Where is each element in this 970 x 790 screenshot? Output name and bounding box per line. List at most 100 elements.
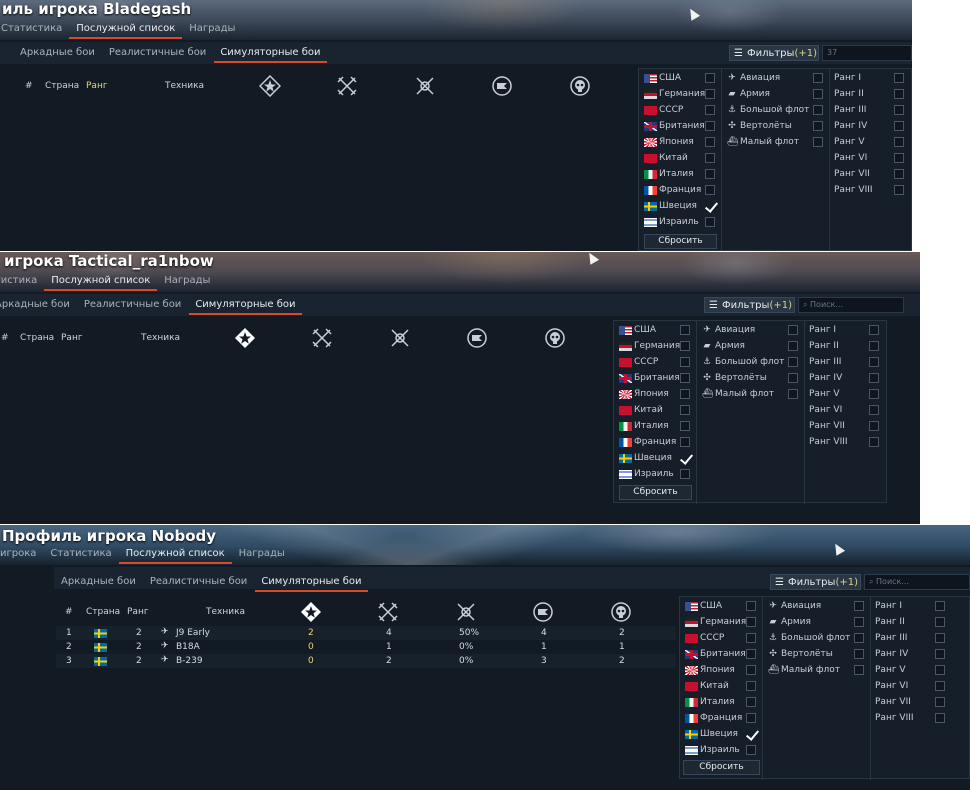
rank-filter-1[interactable]: Ранг I [809,322,883,338]
tab-realistic[interactable]: Реалистичные бои [83,299,182,310]
type-checkbox[interactable] [854,617,864,627]
rank-filter-2[interactable]: Ранг II [809,338,883,354]
type-filter-helicopter[interactable]: ✣ Вертолёты [727,118,827,134]
country-filter-ussr[interactable]: СССР [644,102,720,118]
type-checkbox[interactable] [788,389,798,399]
type-checkbox[interactable] [788,357,798,367]
tab-arcade[interactable]: Аркадные бои [20,47,95,58]
flag-circle-icon[interactable] [532,601,554,623]
tab-awards[interactable]: Награды [238,548,285,559]
type-filter-boat[interactable]: ⛴ Малый флот [702,386,802,402]
country-checkbox[interactable] [705,121,715,131]
tab-realistic[interactable]: Реалистичные бои [149,576,248,587]
rank-checkbox[interactable] [894,153,904,163]
tab-arcade[interactable]: Аркадные бои [0,299,70,310]
vehicle-name[interactable]: J9 Early [176,628,210,638]
rank-checkbox[interactable] [894,185,904,195]
country-filter-isr[interactable]: Израиль [644,214,720,230]
col-vehicle[interactable]: Техника [141,333,181,343]
type-filter-ship[interactable]: ⚓ Большой флот [768,630,868,646]
crossed-swords-icon[interactable] [336,75,358,97]
country-checkbox[interactable] [680,437,690,447]
tab-service-record[interactable]: Послужной список [118,546,232,564]
type-checkbox[interactable] [813,137,823,147]
flag-circle-icon[interactable] [491,75,513,97]
rank-checkbox[interactable] [894,121,904,131]
vehicle-name[interactable]: B-239 [176,656,203,666]
country-checkbox[interactable] [705,137,715,147]
country-filter-swe[interactable]: Швеция [685,726,761,742]
rank-checkbox[interactable] [935,713,945,723]
country-checkbox[interactable] [705,89,715,99]
type-checkbox[interactable] [813,105,823,115]
country-filter-uk[interactable]: Британия [685,646,761,662]
country-filter-chi[interactable]: Китай [619,402,695,418]
rank-filter-3[interactable]: Ранг III [809,354,883,370]
type-checkbox[interactable] [813,89,823,99]
tab-service-record[interactable]: Послужной список [69,21,183,39]
rank-filter-6[interactable]: Ранг VI [809,402,883,418]
rank-filter-4[interactable]: Ранг IV [809,370,883,386]
rank-filter-3[interactable]: Ранг III [834,102,908,118]
rank-checkbox[interactable] [935,617,945,627]
country-checkbox[interactable] [680,325,690,335]
country-filter-swe[interactable]: Швеция [619,450,695,466]
country-checkbox[interactable] [680,341,690,351]
rank-checkbox[interactable] [935,601,945,611]
rank-filter-6[interactable]: Ранг VI [834,150,908,166]
rank-checkbox[interactable] [935,649,945,659]
reset-filters-button[interactable]: Сбросить [619,485,692,500]
rank-filter-8[interactable]: Ранг VIII [809,434,883,450]
vehicle-name[interactable]: B18A [176,642,200,652]
country-filter-usa[interactable]: США [644,70,720,86]
rank-filter-7[interactable]: Ранг VII [875,694,949,710]
reset-filters-button[interactable]: Сбросить [683,760,760,775]
type-checkbox[interactable] [854,601,864,611]
filters-button[interactable]: ☰ Фильтры (+1) [770,574,861,590]
rank-filter-7[interactable]: Ранг VII [834,166,908,182]
country-checkbox[interactable] [705,153,715,163]
kill-ratio-icon[interactable] [414,75,436,97]
rank-checkbox[interactable] [935,681,945,691]
tab-awards[interactable]: Награды [189,23,236,34]
tab-awards[interactable]: Награды [164,275,211,286]
country-checkbox[interactable] [705,169,715,179]
country-checkbox[interactable] [680,453,690,463]
type-checkbox[interactable] [788,373,798,383]
country-checkbox[interactable] [746,649,756,659]
rank-checkbox[interactable] [869,325,879,335]
flag-circle-icon[interactable] [466,327,488,349]
tab-simulator[interactable]: Симуляторные бои [214,46,327,63]
skull-icon[interactable] [569,75,591,97]
type-checkbox[interactable] [813,121,823,131]
country-filter-ita[interactable]: Италия [619,418,695,434]
rank-checkbox[interactable] [935,633,945,643]
rank-filter-2[interactable]: Ранг II [834,86,908,102]
tab-service-record[interactable]: Послужной список [44,273,158,291]
tab-statistics[interactable]: Статистика [50,548,112,559]
country-checkbox[interactable] [746,665,756,675]
skull-icon[interactable] [610,601,632,623]
country-checkbox[interactable] [680,469,690,479]
rank-filter-5[interactable]: Ранг V [875,662,949,678]
skull-icon[interactable] [544,327,566,349]
table-row[interactable]: 3 2 0 2 0% 3 2 ✈ B-239 [56,654,676,668]
type-filter-plane[interactable]: ✈ Авиация [702,322,802,338]
rank-checkbox[interactable] [869,389,879,399]
country-checkbox[interactable] [680,389,690,399]
country-checkbox[interactable] [746,633,756,643]
rank-filter-7[interactable]: Ранг VII [809,418,883,434]
country-filter-jap[interactable]: Япония [619,386,695,402]
country-filter-ger[interactable]: Германия [644,86,720,102]
crossed-swords-icon[interactable] [311,327,333,349]
country-filter-fra[interactable]: Франция [619,434,695,450]
rank-checkbox[interactable] [894,169,904,179]
type-filter-helicopter[interactable]: ✣ Вертолёты [702,370,802,386]
country-filter-usa[interactable]: США [619,322,695,338]
search-input[interactable]: ⌕ Поиск... [864,574,970,590]
country-filter-isr[interactable]: Израиль [685,742,761,758]
filters-button[interactable]: ☰ Фильтры (+1) [729,45,819,61]
victories-icon[interactable] [300,601,322,623]
search-input[interactable]: 37 [822,45,912,61]
type-filter-plane[interactable]: ✈ Авиация [768,598,868,614]
